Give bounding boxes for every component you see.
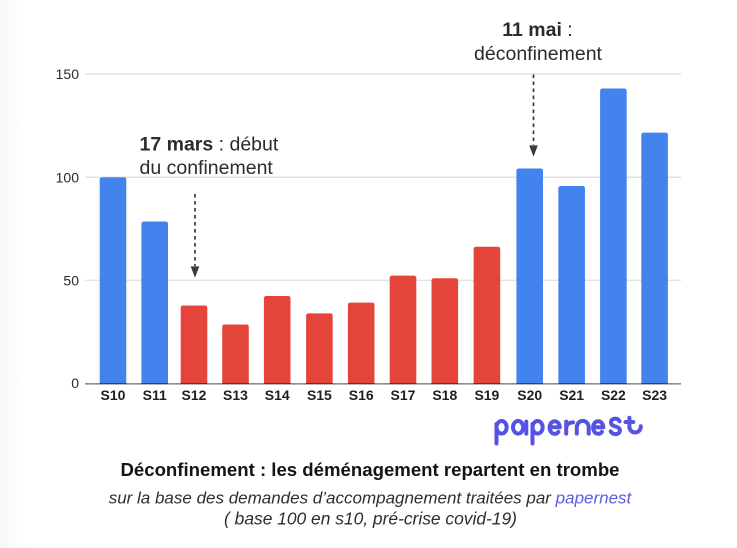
svg-text:S23: S23 (642, 387, 667, 403)
svg-text:50: 50 (63, 273, 79, 289)
svg-text:17 mars : début: 17 mars : début (140, 134, 279, 156)
svg-text:S18: S18 (432, 387, 457, 403)
svg-text:Déconfinement : les déménageme: Déconfinement : les déménagement reparte… (120, 459, 619, 480)
svg-text:11 mai :: 11 mai : (502, 19, 572, 41)
svg-text:déconfinement: déconfinement (474, 43, 603, 65)
svg-text:du confinement: du confinement (140, 157, 274, 179)
svg-text:100: 100 (56, 169, 80, 185)
svg-text:S10: S10 (101, 387, 126, 403)
svg-text:S14: S14 (265, 387, 290, 403)
svg-text:S16: S16 (349, 387, 374, 403)
svg-text:S13: S13 (223, 387, 248, 403)
svg-text:S11: S11 (143, 387, 167, 403)
svg-text:150: 150 (56, 66, 80, 82)
svg-text:sur la base des demandes d’acc: sur la base des demandes d’accompagnemen… (109, 489, 633, 508)
svg-text:S17: S17 (391, 387, 416, 403)
svg-text:S22: S22 (601, 387, 626, 403)
svg-text:( base 100 en s10, pré-crise c: ( base 100 en s10, pré-crise covid-19) (224, 509, 517, 529)
svg-text:S19: S19 (474, 387, 499, 403)
svg-text:0: 0 (71, 375, 79, 391)
svg-text:S15: S15 (307, 387, 332, 403)
svg-text:S20: S20 (517, 387, 542, 403)
svg-text:S21: S21 (559, 387, 584, 403)
svg-text:S12: S12 (182, 387, 207, 403)
